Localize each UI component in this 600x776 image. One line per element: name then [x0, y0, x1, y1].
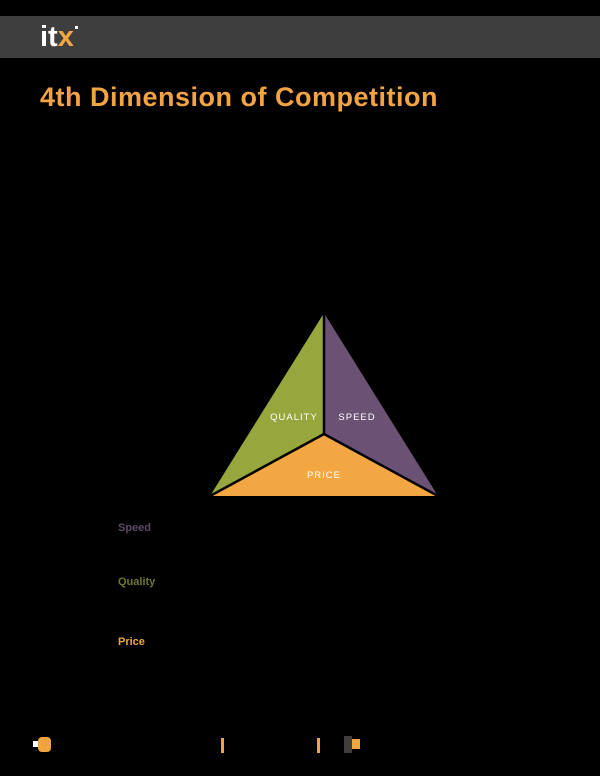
logo-text-x: x: [57, 21, 74, 53]
itx-logo: itx: [40, 20, 78, 54]
header-bar: itx: [0, 16, 600, 58]
quality-segment-label: QUALITY: [270, 412, 318, 423]
logo-text-it: it: [40, 21, 58, 53]
chat-bubble-icon: [33, 737, 51, 753]
price-segment-label: PRICE: [307, 470, 341, 481]
quality-segment: [210, 313, 324, 496]
speed-segment: [324, 313, 438, 496]
legend-item-quality: Quality: [118, 576, 156, 588]
segment-dividers: [209, 313, 439, 498]
chat-bubble-body: [38, 737, 51, 752]
legend-item-speed: Speed: [118, 522, 152, 534]
chat-bubble-tail: [33, 741, 38, 747]
footer-divider: [317, 738, 320, 753]
footer-divider: [221, 738, 224, 753]
trademark-dot: [74, 26, 78, 29]
legend-item-price: Price: [118, 636, 145, 648]
competition-triangle-diagram: QUALITY SPEED PRICE: [209, 313, 439, 498]
price-segment: [210, 434, 438, 496]
speed-segment-label: SPEED: [338, 412, 375, 423]
itx-mark-icon: [344, 736, 361, 754]
itx-mark-orange-part: [352, 739, 360, 749]
itx-mark-dark-part: [344, 736, 352, 753]
page-title: 4th Dimension of Competition: [40, 82, 438, 112]
